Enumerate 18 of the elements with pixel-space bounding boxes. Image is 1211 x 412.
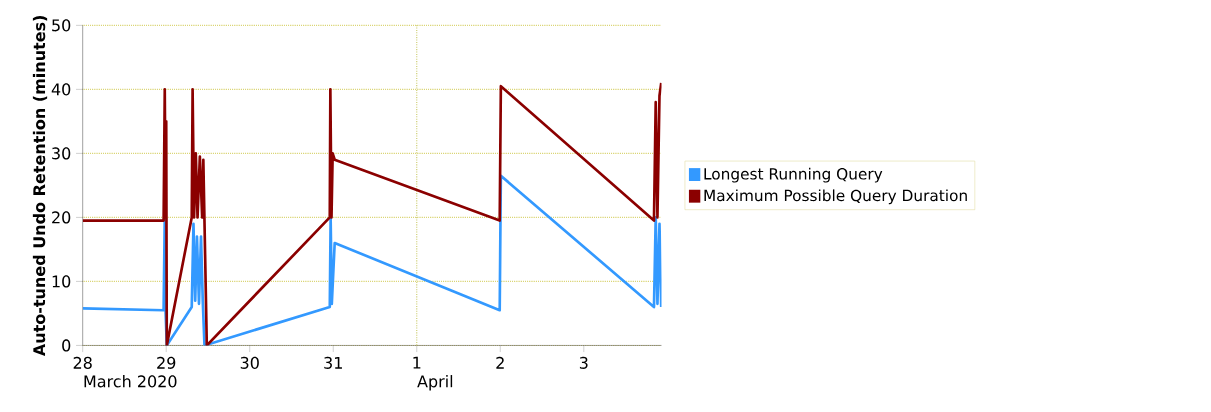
y-tick-label: 50 — [52, 19, 71, 32]
x-tick-label: 31 — [324, 356, 342, 369]
y-tick-label: 40 — [51, 83, 71, 96]
y-tick-label: 30 — [52, 147, 71, 160]
y-tick-label: 0 — [62, 339, 71, 352]
x-tick-label: 1 — [413, 356, 421, 369]
x-tick-label: 3 — [579, 356, 588, 369]
y-axis-title: Auto-tuned Undo Retention (minutes) — [32, 15, 48, 357]
x-tick-label: 28 — [73, 356, 92, 369]
x-tick-label: 2 — [496, 356, 504, 369]
legend-label: Longest Running Query — [704, 167, 883, 183]
text: March 2020 — [84, 374, 177, 388]
y-tick-label: 10 — [52, 275, 71, 288]
x-tick-label: 30 — [240, 356, 259, 369]
y-tick-label: 20 — [52, 211, 71, 224]
x-tick-label: 29 — [157, 356, 176, 369]
legend-label: Maximum Possible Query Duration — [704, 189, 967, 205]
text: April — [417, 374, 453, 391]
